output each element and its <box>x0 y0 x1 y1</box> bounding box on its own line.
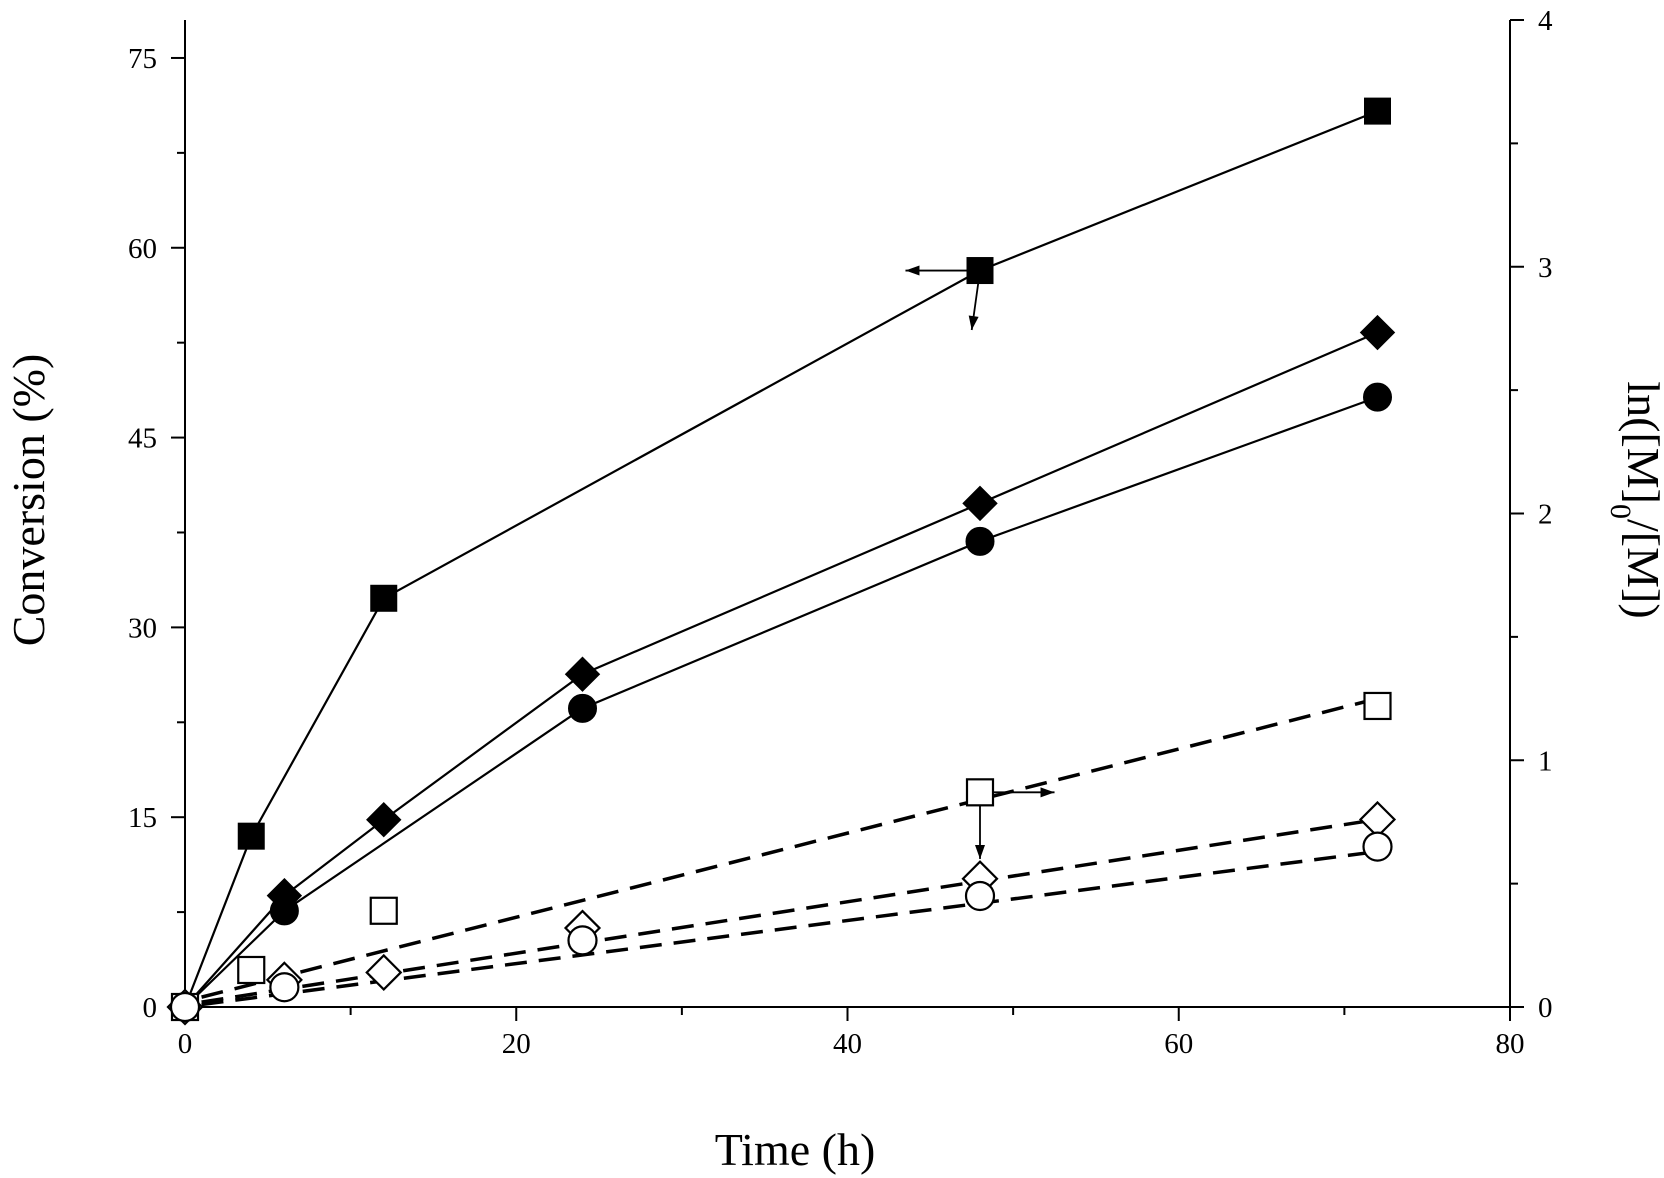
annotation-arrow-head-3 <box>975 844 985 859</box>
data-point-circle <box>965 526 995 556</box>
data-point-diamond <box>564 656 601 692</box>
x-tick-label: 80 <box>1496 1028 1525 1060</box>
axes: 0 20 40 60 80 0 15 30 45 60 75 0 1 2 3 4 <box>128 5 1553 1060</box>
data-point-diamond <box>962 485 998 522</box>
fit-lines <box>201 696 1378 1007</box>
data-point-diamond <box>1359 314 1396 351</box>
data-point-square <box>966 257 994 285</box>
annotation-arrow-head-0 <box>905 265 920 276</box>
series-fit-line-5 <box>201 849 1378 1007</box>
series-line-2 <box>184 396 1378 1008</box>
data-point-square <box>965 778 995 807</box>
x-axis-title: Time (h) <box>715 1124 876 1175</box>
data-point-square <box>237 955 266 985</box>
annotation-arrow-head-2 <box>1040 787 1055 798</box>
data-point-circle <box>567 925 598 956</box>
data-point-circle <box>1363 382 1392 412</box>
y-right-title-tail: /[M]) <box>1618 519 1664 619</box>
annotation-arrow-head-1 <box>968 315 979 331</box>
x-tick-label: 0 <box>178 1028 193 1060</box>
y-right-tick-label: 1 <box>1538 745 1553 777</box>
data-point-diamond <box>366 802 402 838</box>
y-right-title-base: ln([M] <box>1618 381 1664 504</box>
y-left-tick-label: 75 <box>128 43 157 75</box>
y-right-title-sub: 0 <box>1605 504 1638 519</box>
data-point-square <box>369 896 398 925</box>
x-tick-label: 40 <box>833 1028 862 1060</box>
series-fit-line-4 <box>201 817 1378 1004</box>
data-point-square <box>237 822 265 850</box>
y-left-tick-label: 0 <box>143 992 158 1024</box>
y-left-axis-title: Conversion (%) <box>3 354 54 647</box>
series-line-0 <box>183 110 1378 1008</box>
y-right-tick-label: 4 <box>1538 5 1553 37</box>
y-right-axis-title: ln([M]0/[M]) <box>1605 381 1664 618</box>
y-left-tick-label: 45 <box>128 423 157 455</box>
y-right-tick-label: 2 <box>1538 499 1553 531</box>
data-point-circle <box>269 896 299 926</box>
y-right-tick-label: 3 <box>1538 252 1553 284</box>
data-point-circle <box>269 972 300 1003</box>
data-point-circle <box>568 693 597 723</box>
x-tick-label: 20 <box>502 1028 531 1060</box>
data-point-circle <box>1362 831 1393 862</box>
y-left-tick-label: 60 <box>128 233 157 265</box>
y-left-tick-label: 30 <box>128 612 157 644</box>
data-point-square <box>1364 97 1391 125</box>
data-point-square <box>370 584 398 612</box>
series-line-1 <box>184 331 1378 1008</box>
data-point-diamond <box>365 953 403 992</box>
y-right-tick-label: 0 <box>1538 992 1553 1024</box>
data-point-circle <box>964 880 996 912</box>
data-point-square <box>1363 691 1392 721</box>
series-lines <box>183 110 1378 1008</box>
series-markers <box>166 97 1397 1026</box>
data-point-circle <box>169 991 201 1023</box>
data-point-diamond <box>1358 800 1397 839</box>
x-tick-label: 60 <box>1164 1028 1193 1060</box>
y-left-tick-label: 15 <box>128 802 157 834</box>
